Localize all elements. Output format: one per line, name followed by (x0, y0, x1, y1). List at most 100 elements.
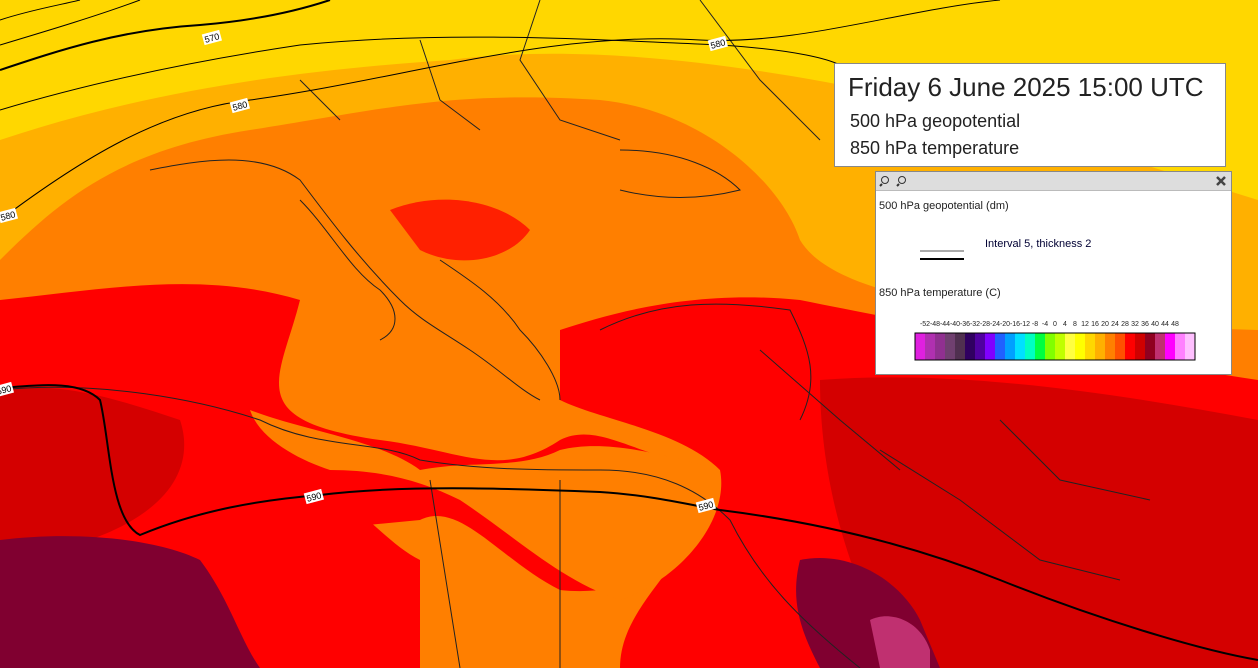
color-swatch (1055, 333, 1065, 360)
title-box: Friday 6 June 2025 15:00 UTC 500 hPa geo… (834, 63, 1226, 167)
contour-label: 580 (231, 99, 248, 113)
scale-tick-label: -32 (970, 321, 980, 328)
zoom-out[interactable] (896, 176, 906, 187)
color-swatch (955, 333, 965, 360)
coast (619, 149, 741, 198)
contour-label: 580 (0, 209, 17, 223)
color-swatch (1035, 333, 1045, 360)
contour-label-bg (695, 497, 716, 514)
coast (439, 259, 561, 401)
scale-tick-label: -48 (930, 321, 940, 328)
color-swatch (1045, 333, 1055, 360)
legend-title: 500 hPa geopotential (dm) (879, 200, 1009, 212)
dark-red-zone-east (820, 377, 1258, 668)
color-scale: -52 -48 -44 -40 -36 -32 -28 -24 -20 -16 -12 -8 -4 0 4 8… (914, 321, 1196, 361)
legend-title: 850 hPa temperature (C) (879, 287, 1001, 299)
contour-labels: 570 580 580 580 590 590 590 (0, 29, 728, 514)
contour-label: 590 (305, 490, 322, 504)
color-swatch (1095, 333, 1105, 360)
dark-red-zone-west (0, 387, 185, 560)
scale-tick-label: -20 (1000, 321, 1010, 328)
contour-line (0, 36, 841, 111)
coast (149, 159, 541, 401)
coast (599, 303, 812, 421)
scale-tick-label: -28 (980, 321, 990, 328)
color-swatch (1085, 333, 1095, 360)
scale-tick-label: 32 (1131, 321, 1139, 328)
color-swatch (915, 333, 925, 360)
scale-border (914, 332, 1196, 361)
scale-tick-label: 40 (1151, 321, 1159, 328)
contour-line (0, 0, 141, 46)
scale-tick-label: 20 (1101, 321, 1109, 328)
contour-line (0, 384, 1258, 661)
scale-tick-label: -24 (990, 321, 1000, 328)
coastlines (0, 0, 1151, 668)
border (759, 349, 1151, 581)
color-swatch (1025, 333, 1035, 360)
scale-tick-label: -12 (1020, 321, 1030, 328)
color-swatch (1015, 333, 1025, 360)
color-swatch (1105, 333, 1115, 360)
contour-line (0, 0, 331, 71)
scale-tick-label: 16 (1091, 321, 1099, 328)
color-swatch (1065, 333, 1075, 360)
contour-label: 570 (203, 31, 220, 45)
color-swatch (1005, 333, 1015, 360)
contour-line (0, 0, 1001, 221)
zoom-in[interactable] (879, 176, 889, 187)
contour-label-bg (201, 29, 222, 46)
scale-tick-label: 24 (1111, 321, 1119, 328)
color-swatch (1145, 333, 1155, 360)
legend-toolbar (876, 172, 1231, 191)
color-swatch (985, 333, 995, 360)
pink-zone (870, 616, 930, 668)
color-swatch (995, 333, 1005, 360)
color-swatch (975, 333, 985, 360)
line-sample (920, 250, 964, 260)
layer-name: 850 hPa temperature (850, 138, 1020, 158)
color-swatch (1135, 333, 1145, 360)
color-swatch (925, 333, 935, 360)
scale-tick-label: 44 (1161, 321, 1169, 328)
scale-tick-label: -8 (1032, 321, 1038, 328)
color-swatch (1125, 333, 1135, 360)
contour-label-bg (303, 488, 324, 505)
title: Friday 6 June 2025 15:00 UTC (848, 72, 1204, 102)
color-swatch (945, 333, 955, 360)
scale-tick-label: 48 (1171, 321, 1179, 328)
contour-label-bg (0, 207, 18, 224)
color-swatch (1165, 333, 1175, 360)
coast (0, 386, 861, 668)
contour-label: 590 (0, 383, 13, 397)
scale-tick-label: -44 (940, 321, 950, 328)
contour-label-bg (0, 381, 14, 398)
scale-tick-label: -4 (1042, 321, 1048, 328)
border (299, 0, 821, 668)
scale-tick-label: 28 (1121, 321, 1129, 328)
legend-panel: 500 hPa geopotential (dm) Interval 5, th… (875, 171, 1232, 375)
coast (299, 199, 396, 341)
contour-label-bg (229, 97, 250, 114)
color-swatch (935, 333, 945, 360)
scale-tick-label: -16 (1010, 321, 1020, 328)
scale-tick-label: 36 (1141, 321, 1149, 328)
color-swatch (1115, 333, 1125, 360)
scale-tick-label: 12 (1081, 321, 1089, 328)
scale-tick-label: 0 (1053, 321, 1057, 328)
scale-tick-label: -40 (950, 321, 960, 328)
color-swatch (1075, 333, 1085, 360)
scale-tick-label: -36 (960, 321, 970, 328)
color-swatch (1155, 333, 1165, 360)
red-zone-balkans (390, 199, 530, 261)
scale-tick-label: 4 (1063, 321, 1067, 328)
scale-tick-label: 8 (1073, 321, 1077, 328)
color-swatch (1175, 333, 1185, 360)
orange-zone-egypt (250, 410, 722, 600)
color-swatch (1185, 333, 1195, 360)
color-swatch (965, 333, 975, 360)
close[interactable] (1216, 176, 1226, 186)
contour-label: 590 (697, 499, 714, 513)
